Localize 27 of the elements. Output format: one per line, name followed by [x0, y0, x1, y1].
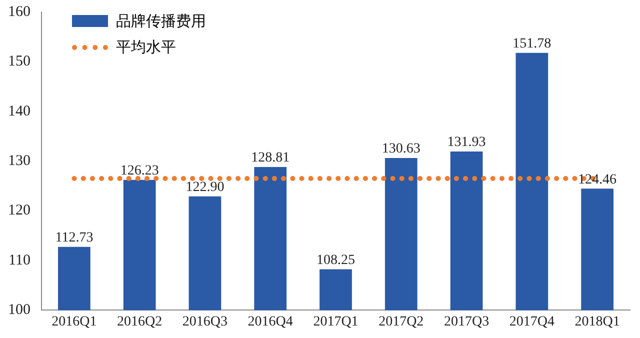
data-label: 122.90	[186, 180, 224, 196]
y-tick-label: 110	[8, 252, 30, 268]
y-tick-label: 100	[8, 302, 30, 318]
y-tick-label: 120	[8, 202, 30, 219]
data-label: 130.63	[382, 142, 420, 157]
legend-label: 平均水平	[116, 38, 176, 56]
y-tick-label: 160	[8, 4, 30, 20]
data-label: 112.73	[55, 230, 94, 246]
x-tick-label: 2017Q2	[378, 314, 424, 330]
data-label: 151.78	[512, 36, 552, 52]
y-tick-label: 150	[8, 54, 30, 70]
x-tick-label: 2016Q3	[182, 314, 228, 330]
y-tick-label: 130	[8, 153, 30, 170]
x-tick-label: 2016Q1	[52, 314, 97, 330]
data-label: 128.81	[251, 150, 290, 166]
x-tick-label: 2018Q1	[574, 314, 620, 330]
data-label: 126.23	[120, 164, 159, 179]
data-label: 131.93	[447, 135, 486, 150]
x-tick-label: 2016Q4	[248, 314, 293, 330]
y-tick-label: 140	[8, 103, 30, 120]
x-tick-label: 2017Q4	[509, 314, 554, 330]
legend-label: 品牌传播费用	[116, 12, 206, 30]
x-tick-label: 2017Q3	[444, 314, 490, 330]
data-label: 124.46	[578, 172, 617, 188]
x-tick-label: 2016Q2	[117, 314, 162, 330]
data-label: 108.25	[316, 252, 355, 268]
x-tick-label: 2017Q1	[313, 314, 358, 330]
